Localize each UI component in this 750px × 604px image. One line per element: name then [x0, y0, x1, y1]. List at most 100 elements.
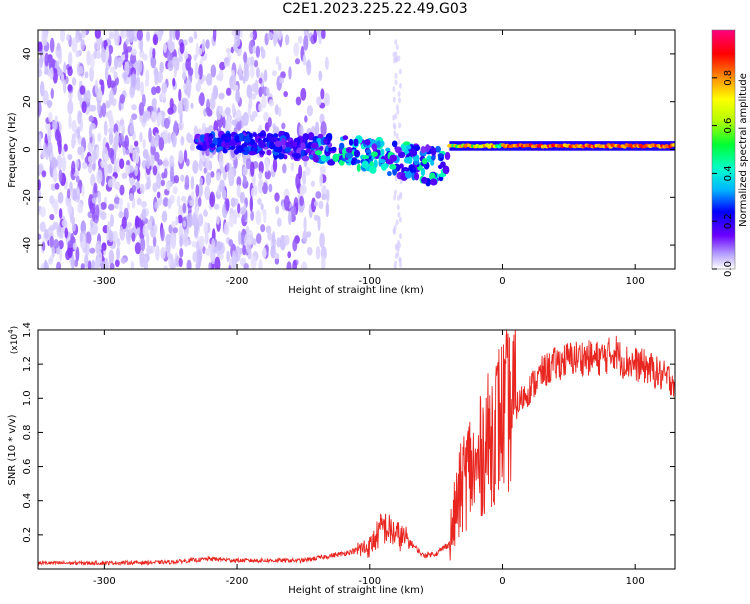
- spectrogram-noise-cell: [255, 45, 261, 58]
- spectrogram-noise-cell: [44, 52, 50, 67]
- spectrogram-noise-cell: [80, 263, 85, 269]
- spectrogram-noise-cell: [275, 56, 280, 66]
- spectrogram-noise-cell: [204, 248, 212, 256]
- spectrogram-noise-cell: [100, 211, 107, 221]
- spectrogram-signal-cell: [420, 145, 426, 154]
- spectrogram-noise-cell: [54, 129, 61, 142]
- spectrogram-signal-cell: [224, 141, 231, 149]
- spectrogram-noise-cell: [228, 239, 234, 247]
- spectrogram-noise-cell: [271, 231, 276, 246]
- spectrogram-noise-cell: [313, 200, 319, 207]
- spectrogram-noise-cell: [392, 86, 396, 93]
- spectrogram-noise-cell: [100, 46, 107, 63]
- spectrogram-noise-cell: [150, 111, 158, 124]
- spectrogram-noise-cell: [395, 219, 399, 226]
- spectrogram-noise-cell: [108, 131, 114, 146]
- spectrogram-noise-cell: [70, 232, 75, 244]
- spectrogram-noise-cell: [120, 257, 127, 264]
- spectrogram-noise-cell: [67, 153, 73, 160]
- spectrogram-noise-cell: [131, 185, 137, 193]
- spectrogram-noise-cell: [134, 181, 141, 190]
- spectrogram-noise-cell: [253, 60, 259, 68]
- spectrogram-noise-cell: [218, 105, 224, 114]
- spectrogram-noise-cell: [197, 183, 203, 198]
- spectrogram-noise-cell: [398, 68, 402, 75]
- spectrogram-noise-cell: [91, 150, 97, 163]
- spectrogram-signal-cell: [420, 176, 428, 184]
- spectrogram-signal-cell: [238, 132, 245, 142]
- spectrogram-noise-cell: [209, 97, 216, 110]
- spectrogram-noise-cell: [125, 160, 130, 167]
- spectrogram-signal-cell: [320, 154, 327, 162]
- spectrogram-noise-cell: [183, 39, 188, 46]
- spectrogram-noise-cell: [167, 132, 172, 144]
- spectrogram-noise-cell: [321, 256, 326, 269]
- snr-x-tick-label: 100: [626, 576, 645, 587]
- spectrogram-noise-cell: [125, 164, 130, 175]
- spectrogram-noise-cell: [249, 32, 254, 39]
- spectrogram-noise-cell: [154, 151, 160, 162]
- spectrogram-signal-cell: [338, 159, 345, 166]
- spectrogram-noise-cell: [260, 48, 266, 60]
- colorbar-frame: [711, 29, 736, 270]
- spectrogram-signal-cell: [371, 143, 378, 151]
- spectrogram-noise-cell: [253, 185, 258, 197]
- snr-series-line: [38, 330, 675, 567]
- spectrogram-noise-cell: [320, 30, 326, 39]
- spectrogram-signal-cell: [426, 155, 432, 163]
- spectrogram-noise-cell: [258, 179, 264, 188]
- spectrogram-noise-cell: [92, 223, 99, 235]
- spectrogram-noise-cell: [150, 55, 157, 69]
- spectrogram-noise-cell: [70, 216, 76, 224]
- spectrogram-noise-cell: [278, 107, 282, 117]
- spectrogram-noise-cell: [250, 93, 257, 100]
- spectrogram-noise-cell: [226, 56, 230, 67]
- spectrogram-signal-cell: [202, 142, 207, 150]
- spectrogram-noise-cell: [243, 66, 250, 82]
- spectrogram-noise-cell: [250, 161, 255, 177]
- spectrogram-noise-cell: [315, 191, 322, 199]
- spectrogram-noise-cell: [242, 166, 248, 176]
- spectrogram-noise-cell: [246, 241, 252, 254]
- spectrogram-noise-cell: [300, 87, 307, 101]
- spectrogram-noise-cell: [162, 129, 169, 143]
- spectrogram-noise-cell: [185, 158, 190, 167]
- spectrogram-noise-cell: [74, 259, 79, 267]
- spectrogram-noise-cell: [163, 264, 168, 269]
- spectrogram-noise-cell: [49, 224, 56, 232]
- spectrogram-noise-cell: [211, 92, 217, 100]
- spectrogram-noise-cell: [255, 233, 262, 245]
- spectrogram-noise-cell: [72, 137, 77, 146]
- spectrogram-noise-cell: [147, 219, 153, 231]
- spectrogram-signal-cell: [268, 141, 275, 150]
- spectrogram-noise-cell: [239, 73, 244, 81]
- spectrogram-noise-cell: [147, 105, 154, 112]
- spectrogram-noise-cell: [171, 220, 177, 228]
- spectrogram-noise-cell: [197, 196, 202, 207]
- snr-x-ticks: -300 -200 -100 0 100: [93, 330, 645, 587]
- spectrogram-noise-cell: [67, 66, 73, 77]
- spectrogram-noise-cell: [41, 241, 46, 252]
- spectrogram-noise-cell: [210, 171, 215, 178]
- spectrogram-x-tick-label: -200: [226, 276, 249, 287]
- spectrogram-noise-cell: [243, 51, 248, 64]
- spectrogram-signal-cell: [229, 139, 237, 147]
- spectrogram-signal-cell: [350, 158, 356, 166]
- spectrogram-noise-cell: [123, 71, 128, 81]
- spectrogram-noise-cell: [154, 73, 159, 86]
- spectrogram-noise-cell: [93, 182, 98, 194]
- spectrogram-noise-cell: [150, 135, 156, 148]
- spectrogram-noise-cell: [395, 44, 399, 51]
- spectrogram-noise-cell: [61, 219, 68, 227]
- spectrogram-noise-cell: [306, 231, 312, 238]
- spectrogram-noise-cell: [304, 115, 308, 123]
- spectrogram-noise-cell: [178, 224, 184, 241]
- spectrogram-noise-cell: [228, 212, 235, 228]
- spectrogram-noise-cell: [268, 99, 274, 107]
- spectrogram-noise-cell: [205, 39, 210, 50]
- spectrogram-noise-cell: [183, 50, 189, 61]
- spectrogram-noise-cell: [38, 233, 42, 240]
- spectrogram-noise-cell: [187, 212, 193, 228]
- spectrogram-noise-cell: [298, 164, 303, 180]
